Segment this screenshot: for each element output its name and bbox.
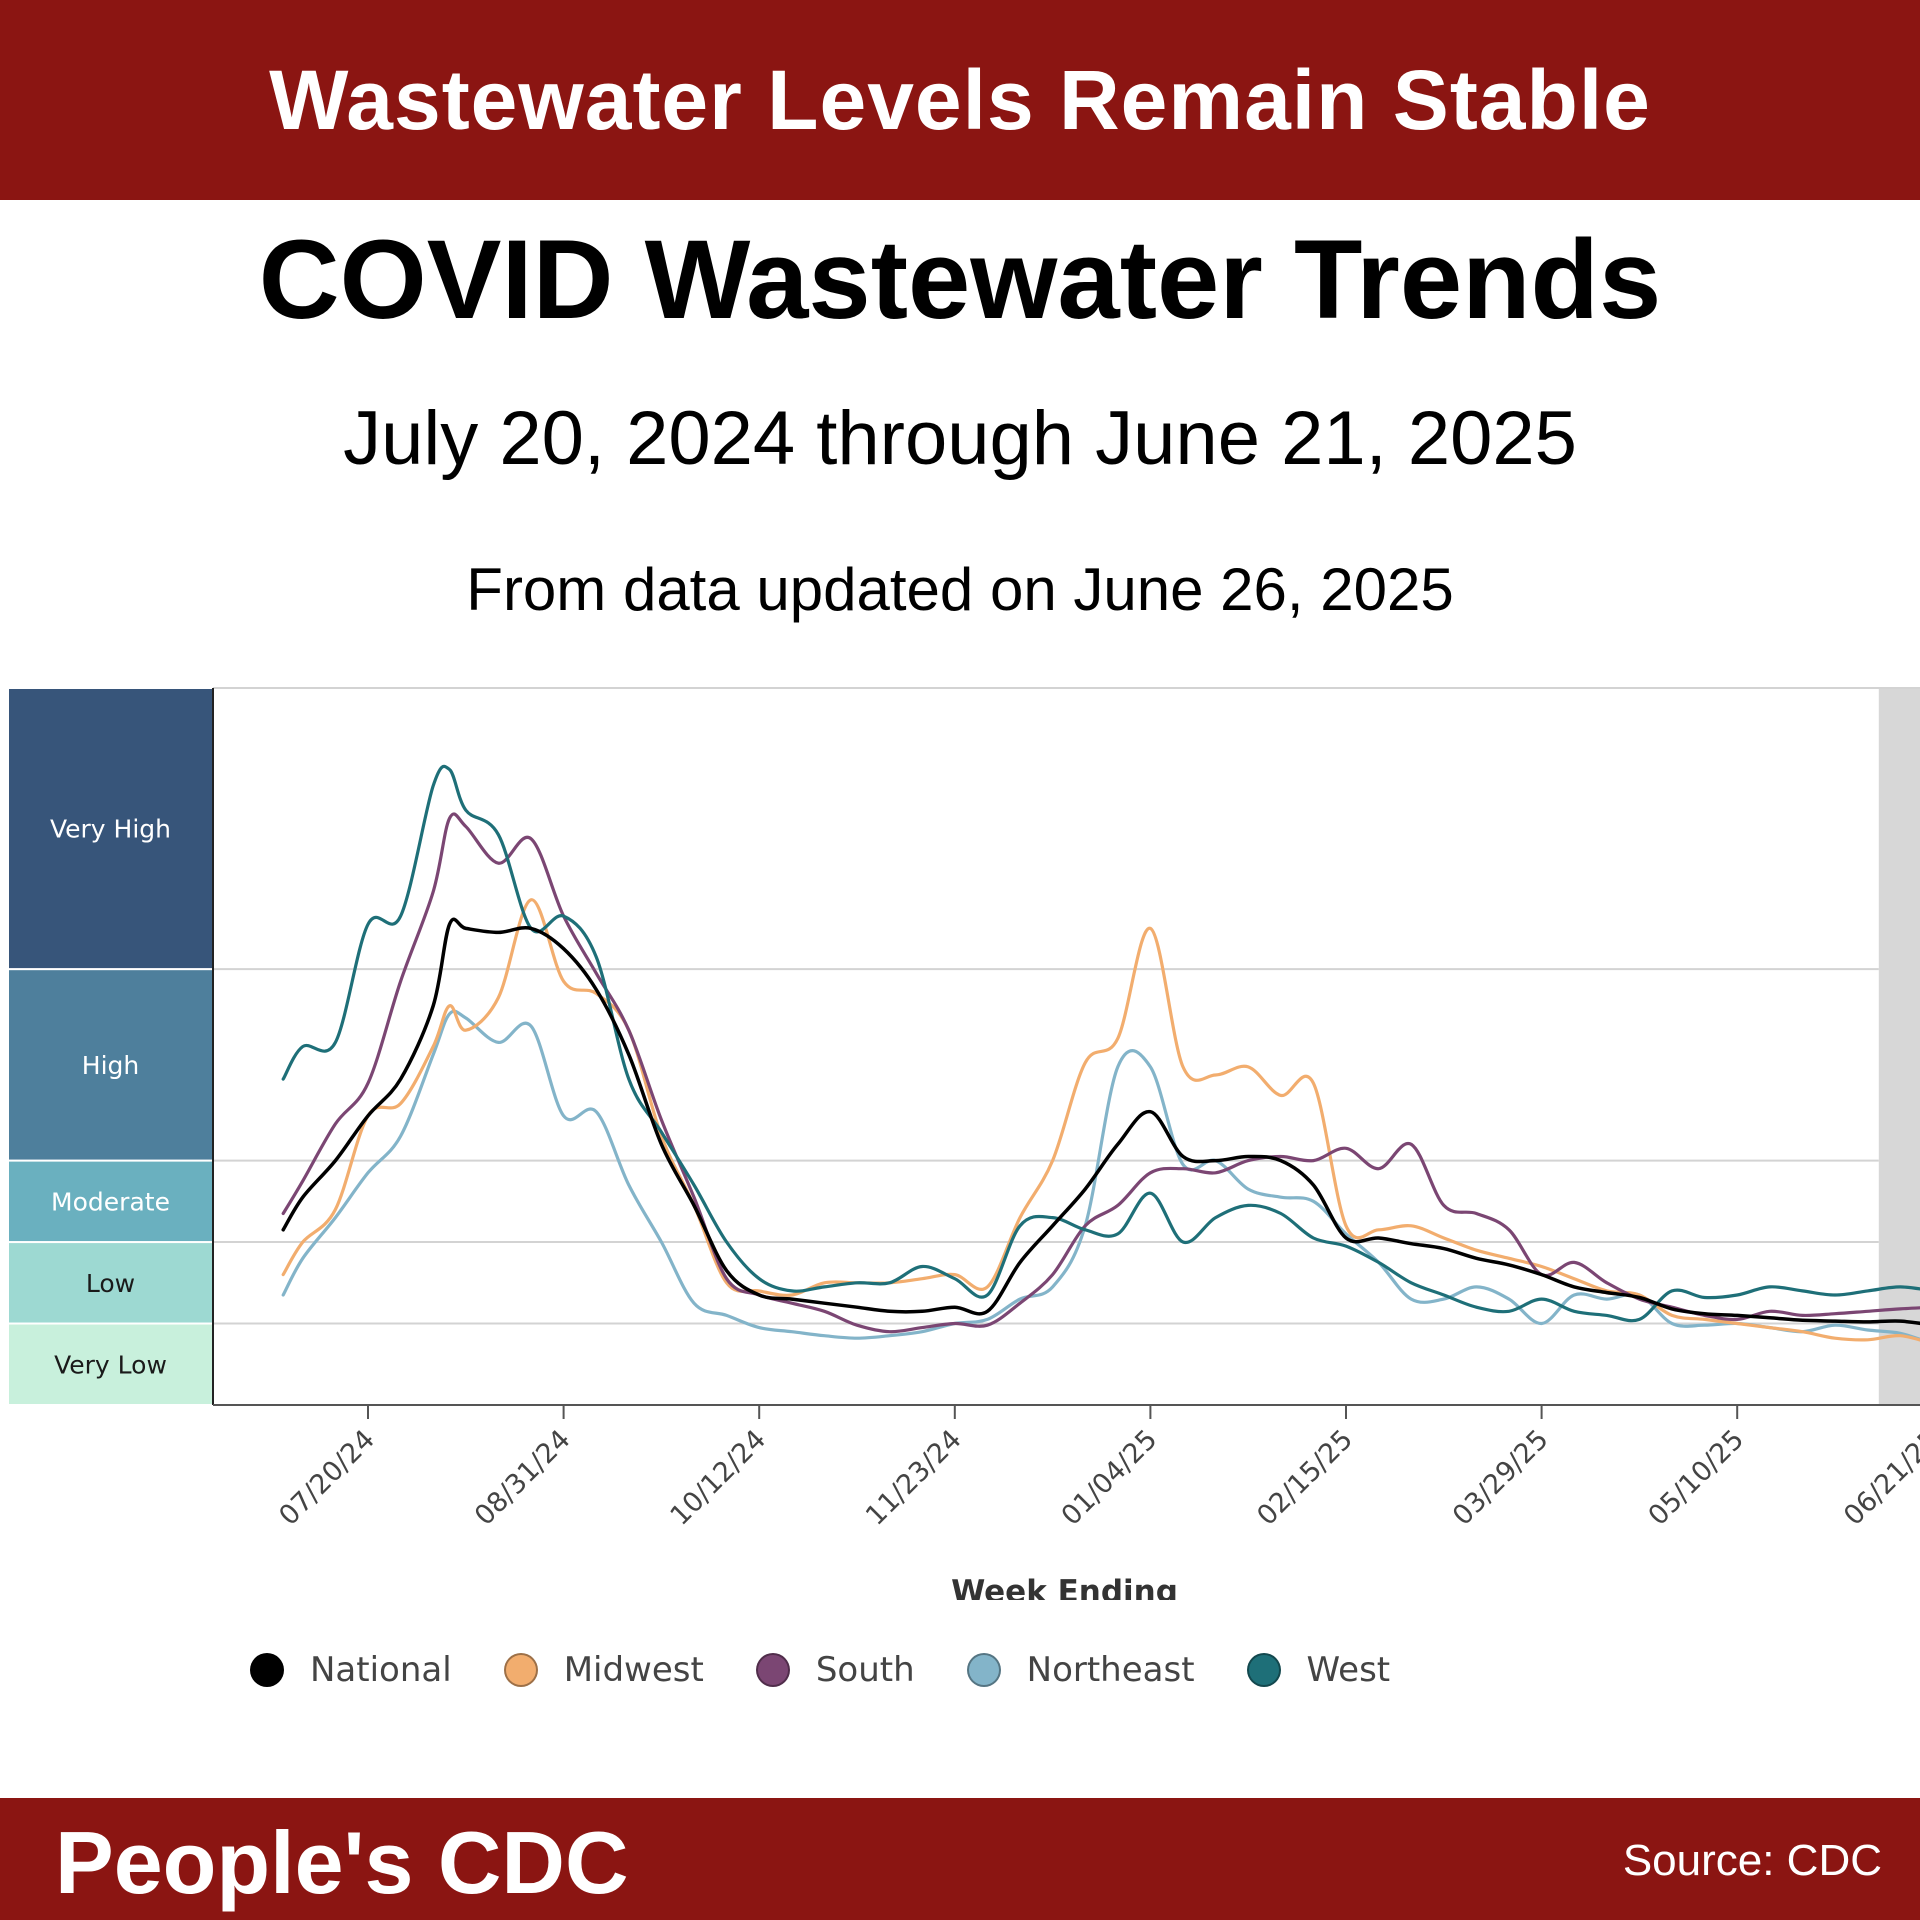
legend-item-midwest[interactable]: Midwest — [503, 1650, 704, 1690]
south-dot-icon — [755, 1653, 790, 1687]
level-label-low: Low — [86, 1269, 135, 1298]
date-range: July 20, 2024 through June 21, 2025 — [343, 396, 1577, 481]
level-label-high: High — [82, 1051, 139, 1080]
incomplete-data-shade — [1878, 688, 1920, 1405]
headline-text: Wastewater Levels Remain Stable — [269, 52, 1651, 147]
data-updated-note: From data updated on June 26, 2025 — [466, 556, 1454, 623]
legend-item-national[interactable]: National — [250, 1650, 452, 1690]
x-tick-label: 02/15/25 — [1251, 1424, 1359, 1532]
legend-label-midwest: Midwest — [563, 1650, 704, 1690]
chart-legend: National Midwest South Northeast West — [250, 1650, 1442, 1690]
x-tick-label: 07/20/24 — [273, 1424, 381, 1532]
level-band-very-low — [7, 1322, 214, 1406]
level-label-very-low: Very Low — [54, 1350, 167, 1379]
legend-item-northeast[interactable]: Northeast — [966, 1650, 1195, 1690]
legend-item-south[interactable]: South — [755, 1650, 915, 1690]
west-dot-icon — [1246, 1653, 1281, 1687]
x-tick-label: 06/21/25 — [1838, 1424, 1920, 1532]
headline-banner: Wastewater Levels Remain Stable — [0, 0, 1920, 200]
legend-item-west[interactable]: West — [1246, 1650, 1391, 1690]
level-label-moderate: Moderate — [51, 1187, 170, 1216]
footer-banner: People's CDC Source: CDC — [0, 1798, 1920, 1920]
x-tick-label: 05/10/25 — [1642, 1424, 1750, 1532]
x-axis-label: Week Ending — [951, 1574, 1178, 1600]
series-line-west — [281, 764, 1920, 1323]
level-band-very-high — [7, 687, 214, 971]
legend-label-national: National — [310, 1650, 452, 1690]
midwest-dot-icon — [503, 1653, 538, 1687]
legend-label-south: South — [815, 1650, 915, 1690]
series-line-national — [281, 917, 1920, 1326]
x-tick-label: 11/23/24 — [860, 1424, 968, 1532]
x-tick-label: 08/31/24 — [469, 1424, 577, 1532]
level-label-very-high: Very High — [50, 815, 171, 844]
page-title: COVID Wastewater Trends — [258, 217, 1662, 342]
brand-logo-text: People's CDC — [55, 1813, 629, 1912]
wastewater-line-chart: Very Low Low Moderate High Very High 07/20/24… — [7, 687, 1920, 1600]
legend-label-northeast: Northeast — [1026, 1650, 1195, 1690]
northeast-dot-icon — [966, 1653, 1001, 1687]
level-band-low — [7, 1241, 214, 1325]
source-credit: Source: CDC — [1622, 1836, 1882, 1885]
x-tick-label: 01/04/25 — [1056, 1424, 1164, 1532]
legend-label-west: West — [1306, 1650, 1391, 1690]
x-tick-label: 10/12/24 — [664, 1424, 772, 1532]
level-band-high — [7, 968, 214, 1162]
x-tick-label: 03/29/25 — [1447, 1424, 1555, 1532]
national-dot-icon — [250, 1653, 284, 1687]
series-line-midwest — [281, 898, 1920, 1342]
